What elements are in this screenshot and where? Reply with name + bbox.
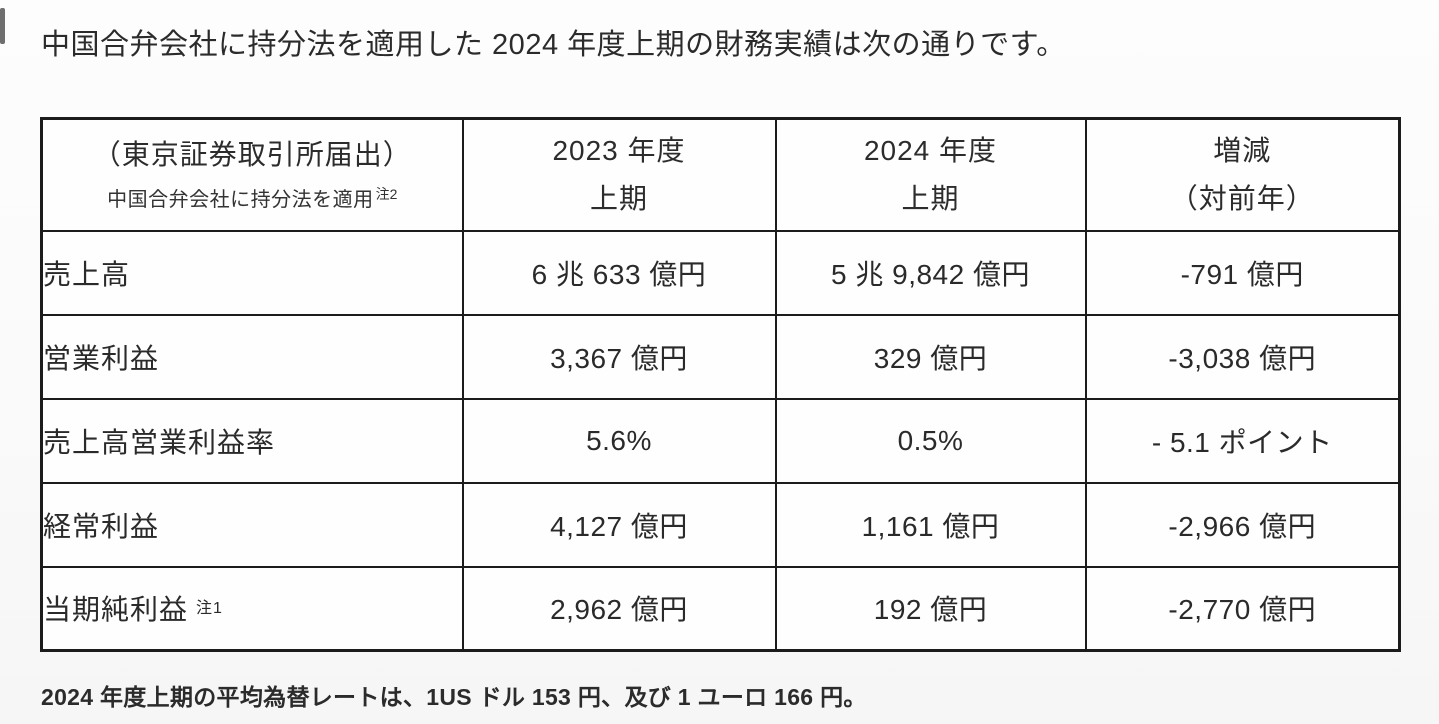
table-row-ordinary-profit: 経常利益 4,127 億円 1,161 億円 -2,966 億円 (40, 481, 1401, 568)
table-row-operating-profit: 営業利益 3,367 億円 329 億円 -3,038 億円 (40, 313, 1401, 400)
fy2023-value: 2,962 億円 (461, 565, 777, 652)
header-cell-fy2023: 2023 年度 上期 (461, 117, 777, 232)
change-value: - 5.1 ポイント (1084, 397, 1401, 484)
change-vs-prior-year-label: （対前年） (1169, 182, 1315, 214)
table-row-net-income: 当期純利益 注1 2,962 億円 192 億円 -2,770 億円 (40, 565, 1401, 652)
financial-results-table: （東京証券取引所届出） 中国合弁会社に持分法を適用 注2 2023 年度 上期 2… (40, 117, 1401, 652)
footnote-ref-1: 注1 (196, 600, 223, 618)
header-cell-change: 増減 （対前年） (1084, 117, 1401, 232)
header-cell-fy2024: 2024 年度 上期 (774, 117, 1087, 232)
fy2023-half-label: 上期 (589, 182, 648, 214)
fy2024-value: 0.5% (774, 397, 1087, 484)
table-row-net-sales: 売上高 6 兆 633 億円 5 兆 9,842 億円 -791 億円 (40, 229, 1401, 316)
fy2024-value: 329 億円 (774, 313, 1087, 400)
row-label: 売上高営業利益率 (40, 397, 464, 484)
table-row-operating-margin: 売上高営業利益率 5.6% 0.5% - 5.1 ポイント (40, 397, 1401, 484)
header-exchange-filing: （東京証券取引所届出） (92, 138, 412, 170)
change-value: -791 億円 (1084, 229, 1401, 316)
fy2023-value: 3,367 億円 (461, 313, 777, 400)
change-value: -2,966 億円 (1084, 481, 1401, 568)
change-value: -2,770 億円 (1084, 565, 1401, 652)
header-equity-method-note: 中国合弁会社に持分法を適用 注2 (107, 185, 398, 211)
fy2023-value: 5.6% (461, 397, 777, 484)
table-header-row: （東京証券取引所届出） 中国合弁会社に持分法を適用 注2 2023 年度 上期 2… (40, 117, 1401, 232)
photo-edge-artifact (0, 8, 5, 44)
row-label: 売上高 (40, 229, 464, 316)
exchange-rate-footnote: 2024 年度上期の平均為替レートは、1US ドル 153 円、及び 1 ユーロ… (41, 684, 867, 710)
row-label: 当期純利益 注1 (40, 565, 464, 652)
change-label: 増減 (1213, 134, 1272, 166)
change-value: -3,038 億円 (1084, 313, 1401, 400)
page-title: 中国合弁会社に持分法を適用した 2024 年度上期の財務実績は次の通りです。 (41, 29, 1066, 61)
fy2024-value: 5 兆 9,842 億円 (774, 229, 1087, 316)
row-label: 経常利益 (40, 481, 464, 568)
fy2024-half-label: 上期 (901, 182, 960, 214)
fy2024-year-label: 2024 年度 (863, 134, 998, 166)
fy2023-year-label: 2023 年度 (552, 134, 686, 166)
row-label: 営業利益 (40, 313, 464, 400)
header-cell-metric: （東京証券取引所届出） 中国合弁会社に持分法を適用 注2 (40, 117, 464, 232)
fy2023-value: 4,127 億円 (461, 481, 777, 568)
fy2024-value: 1,161 億円 (774, 481, 1087, 568)
footnote-ref-2: 注2 (375, 185, 398, 202)
fy2024-value: 192 億円 (774, 565, 1087, 652)
fy2023-value: 6 兆 633 億円 (461, 229, 777, 316)
